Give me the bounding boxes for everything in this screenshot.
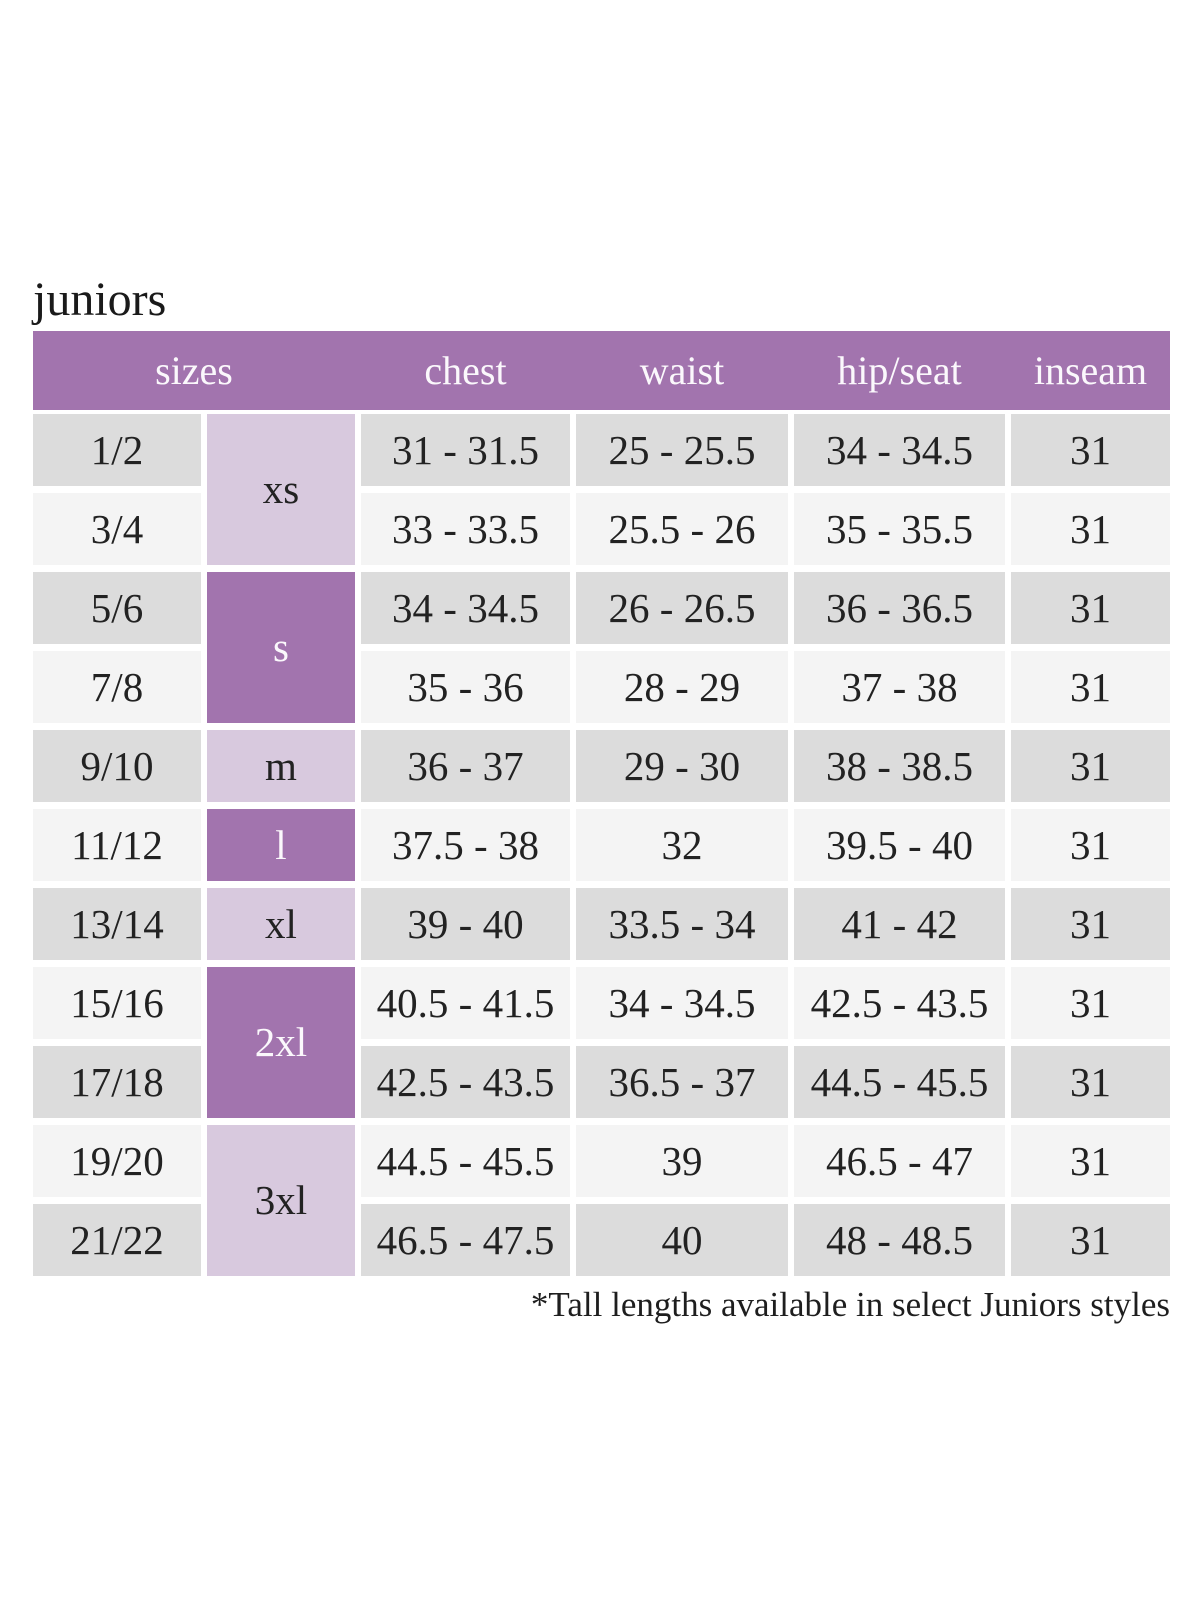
chest-cell: 34 - 34.5 xyxy=(361,572,570,645)
letter-cell-s: s xyxy=(207,572,355,724)
chest-cell: 42.5 - 43.5 xyxy=(361,1046,570,1119)
waist-cell: 34 - 34.5 xyxy=(576,967,788,1040)
inseam-cell: 31 xyxy=(1011,493,1170,566)
chest-cell: 33 - 33.5 xyxy=(361,493,570,566)
size-cell: 5/6 xyxy=(33,572,201,645)
size-cell: 11/12 xyxy=(33,809,201,882)
letter-cell-2xl: 2xl xyxy=(207,967,355,1119)
inseam-cell: 31 xyxy=(1011,730,1170,803)
footnote: *Tall lengths available in select Junior… xyxy=(530,1285,1170,1325)
hip-seat-cell: 38 - 38.5 xyxy=(794,730,1005,803)
chest-cell: 35 - 36 xyxy=(361,651,570,724)
hip-seat-cell: 36 - 36.5 xyxy=(794,572,1005,645)
waist-cell: 28 - 29 xyxy=(576,651,788,724)
page-title: juniors xyxy=(33,273,167,326)
size-cell: 19/20 xyxy=(33,1125,201,1198)
hip-seat-cell: 34 - 34.5 xyxy=(794,414,1005,487)
waist-cell: 26 - 26.5 xyxy=(576,572,788,645)
inseam-cell: 31 xyxy=(1011,1046,1170,1119)
waist-cell: 33.5 - 34 xyxy=(576,888,788,961)
hip-seat-cell: 41 - 42 xyxy=(794,888,1005,961)
chest-cell: 44.5 - 45.5 xyxy=(361,1125,570,1198)
juniors-size-table: sizes chest waist hip/seat inseam 1/2 xs… xyxy=(33,331,1170,1277)
hip-seat-cell: 42.5 - 43.5 xyxy=(794,967,1005,1040)
size-cell: 9/10 xyxy=(33,730,201,803)
size-cell: 1/2 xyxy=(33,414,201,487)
inseam-cell: 31 xyxy=(1011,414,1170,487)
letter-cell-xl: xl xyxy=(207,888,355,961)
size-cell: 17/18 xyxy=(33,1046,201,1119)
column-header-inseam: inseam xyxy=(1033,348,1148,394)
inseam-cell: 31 xyxy=(1011,1204,1170,1277)
inseam-cell: 31 xyxy=(1011,651,1170,724)
chest-cell: 39 - 40 xyxy=(361,888,570,961)
letter-cell-m: m xyxy=(207,730,355,803)
inseam-cell: 31 xyxy=(1011,888,1170,961)
table-header-row: sizes chest waist hip/seat inseam xyxy=(33,331,1170,411)
waist-cell: 25.5 - 26 xyxy=(576,493,788,566)
letter-cell-l: l xyxy=(207,809,355,882)
waist-cell: 36.5 - 37 xyxy=(576,1046,788,1119)
column-header-hip-seat: hip/seat xyxy=(837,348,962,394)
size-cell: 13/14 xyxy=(33,888,201,961)
hip-seat-cell: 48 - 48.5 xyxy=(794,1204,1005,1277)
size-cell: 15/16 xyxy=(33,967,201,1040)
column-header-sizes: sizes xyxy=(155,348,233,394)
hip-seat-cell: 37 - 38 xyxy=(794,651,1005,724)
size-cell: 3/4 xyxy=(33,493,201,566)
chest-cell: 37.5 - 38 xyxy=(361,809,570,882)
size-cell: 21/22 xyxy=(33,1204,201,1277)
waist-cell: 29 - 30 xyxy=(576,730,788,803)
chest-cell: 40.5 - 41.5 xyxy=(361,967,570,1040)
hip-seat-cell: 35 - 35.5 xyxy=(794,493,1005,566)
inseam-cell: 31 xyxy=(1011,1125,1170,1198)
chest-cell: 31 - 31.5 xyxy=(361,414,570,487)
hip-seat-cell: 46.5 - 47 xyxy=(794,1125,1005,1198)
column-header-chest: chest xyxy=(424,348,507,394)
inseam-cell: 31 xyxy=(1011,572,1170,645)
waist-cell: 25 - 25.5 xyxy=(576,414,788,487)
size-cell: 7/8 xyxy=(33,651,201,724)
waist-cell: 40 xyxy=(576,1204,788,1277)
waist-cell: 39 xyxy=(576,1125,788,1198)
chest-cell: 36 - 37 xyxy=(361,730,570,803)
hip-seat-cell: 44.5 - 45.5 xyxy=(794,1046,1005,1119)
column-header-waist: waist xyxy=(639,348,725,394)
chest-cell: 46.5 - 47.5 xyxy=(361,1204,570,1277)
table-body: 1/2 xs 31 - 31.5 25 - 25.5 34 - 34.5 31 … xyxy=(33,414,1170,1277)
letter-cell-xs: xs xyxy=(207,414,355,566)
letter-cell-3xl: 3xl xyxy=(207,1125,355,1277)
waist-cell: 32 xyxy=(576,809,788,882)
inseam-cell: 31 xyxy=(1011,809,1170,882)
size-chart-page: juniors sizes chest waist hip/seat insea… xyxy=(33,273,1170,1325)
hip-seat-cell: 39.5 - 40 xyxy=(794,809,1005,882)
inseam-cell: 31 xyxy=(1011,967,1170,1040)
